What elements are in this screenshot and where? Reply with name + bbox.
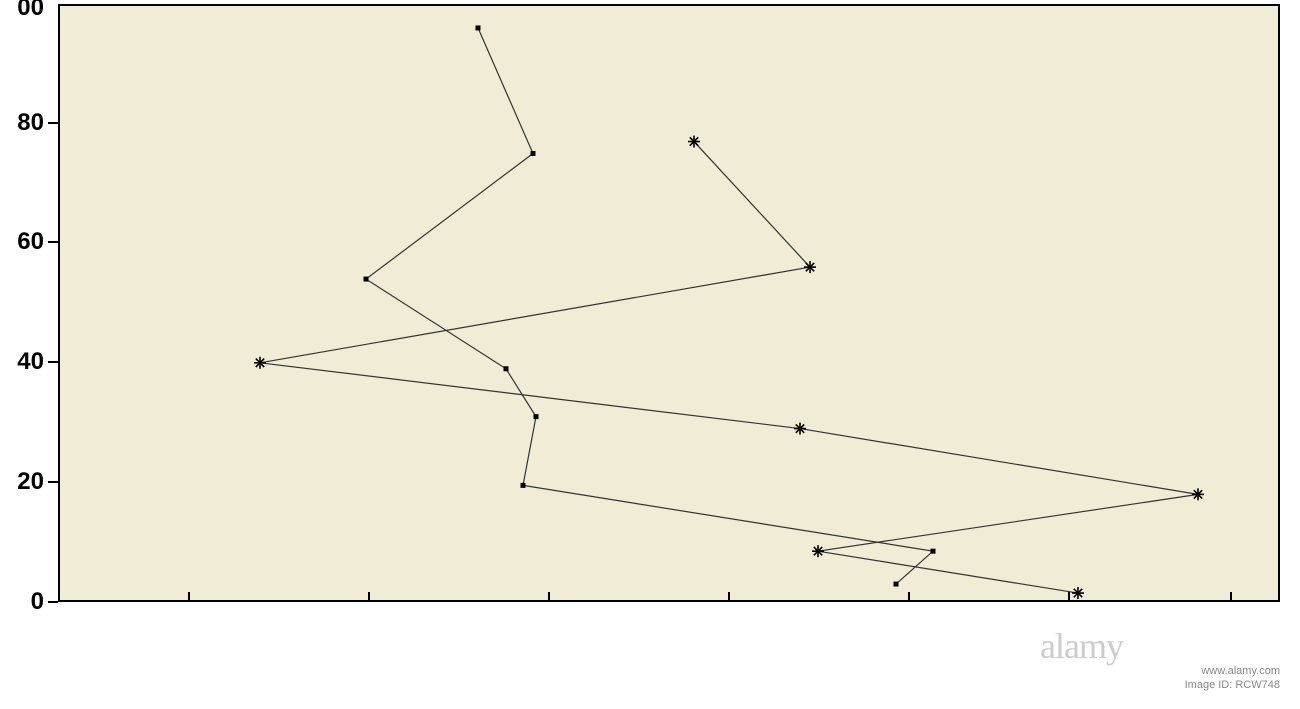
watermark: alamy www.alamy.com Image ID: RCW748 <box>1040 625 1280 695</box>
chart-container: 00 80 60 40 20 0 alamy www.alamy.com Ima… <box>0 0 1300 709</box>
watermark-logo: alamy <box>1040 625 1123 667</box>
watermark-sub2: Image ID: RCW748 <box>1185 679 1280 691</box>
watermark-sub1: www.alamy.com <box>1201 665 1280 677</box>
plot-svg <box>0 0 1300 709</box>
